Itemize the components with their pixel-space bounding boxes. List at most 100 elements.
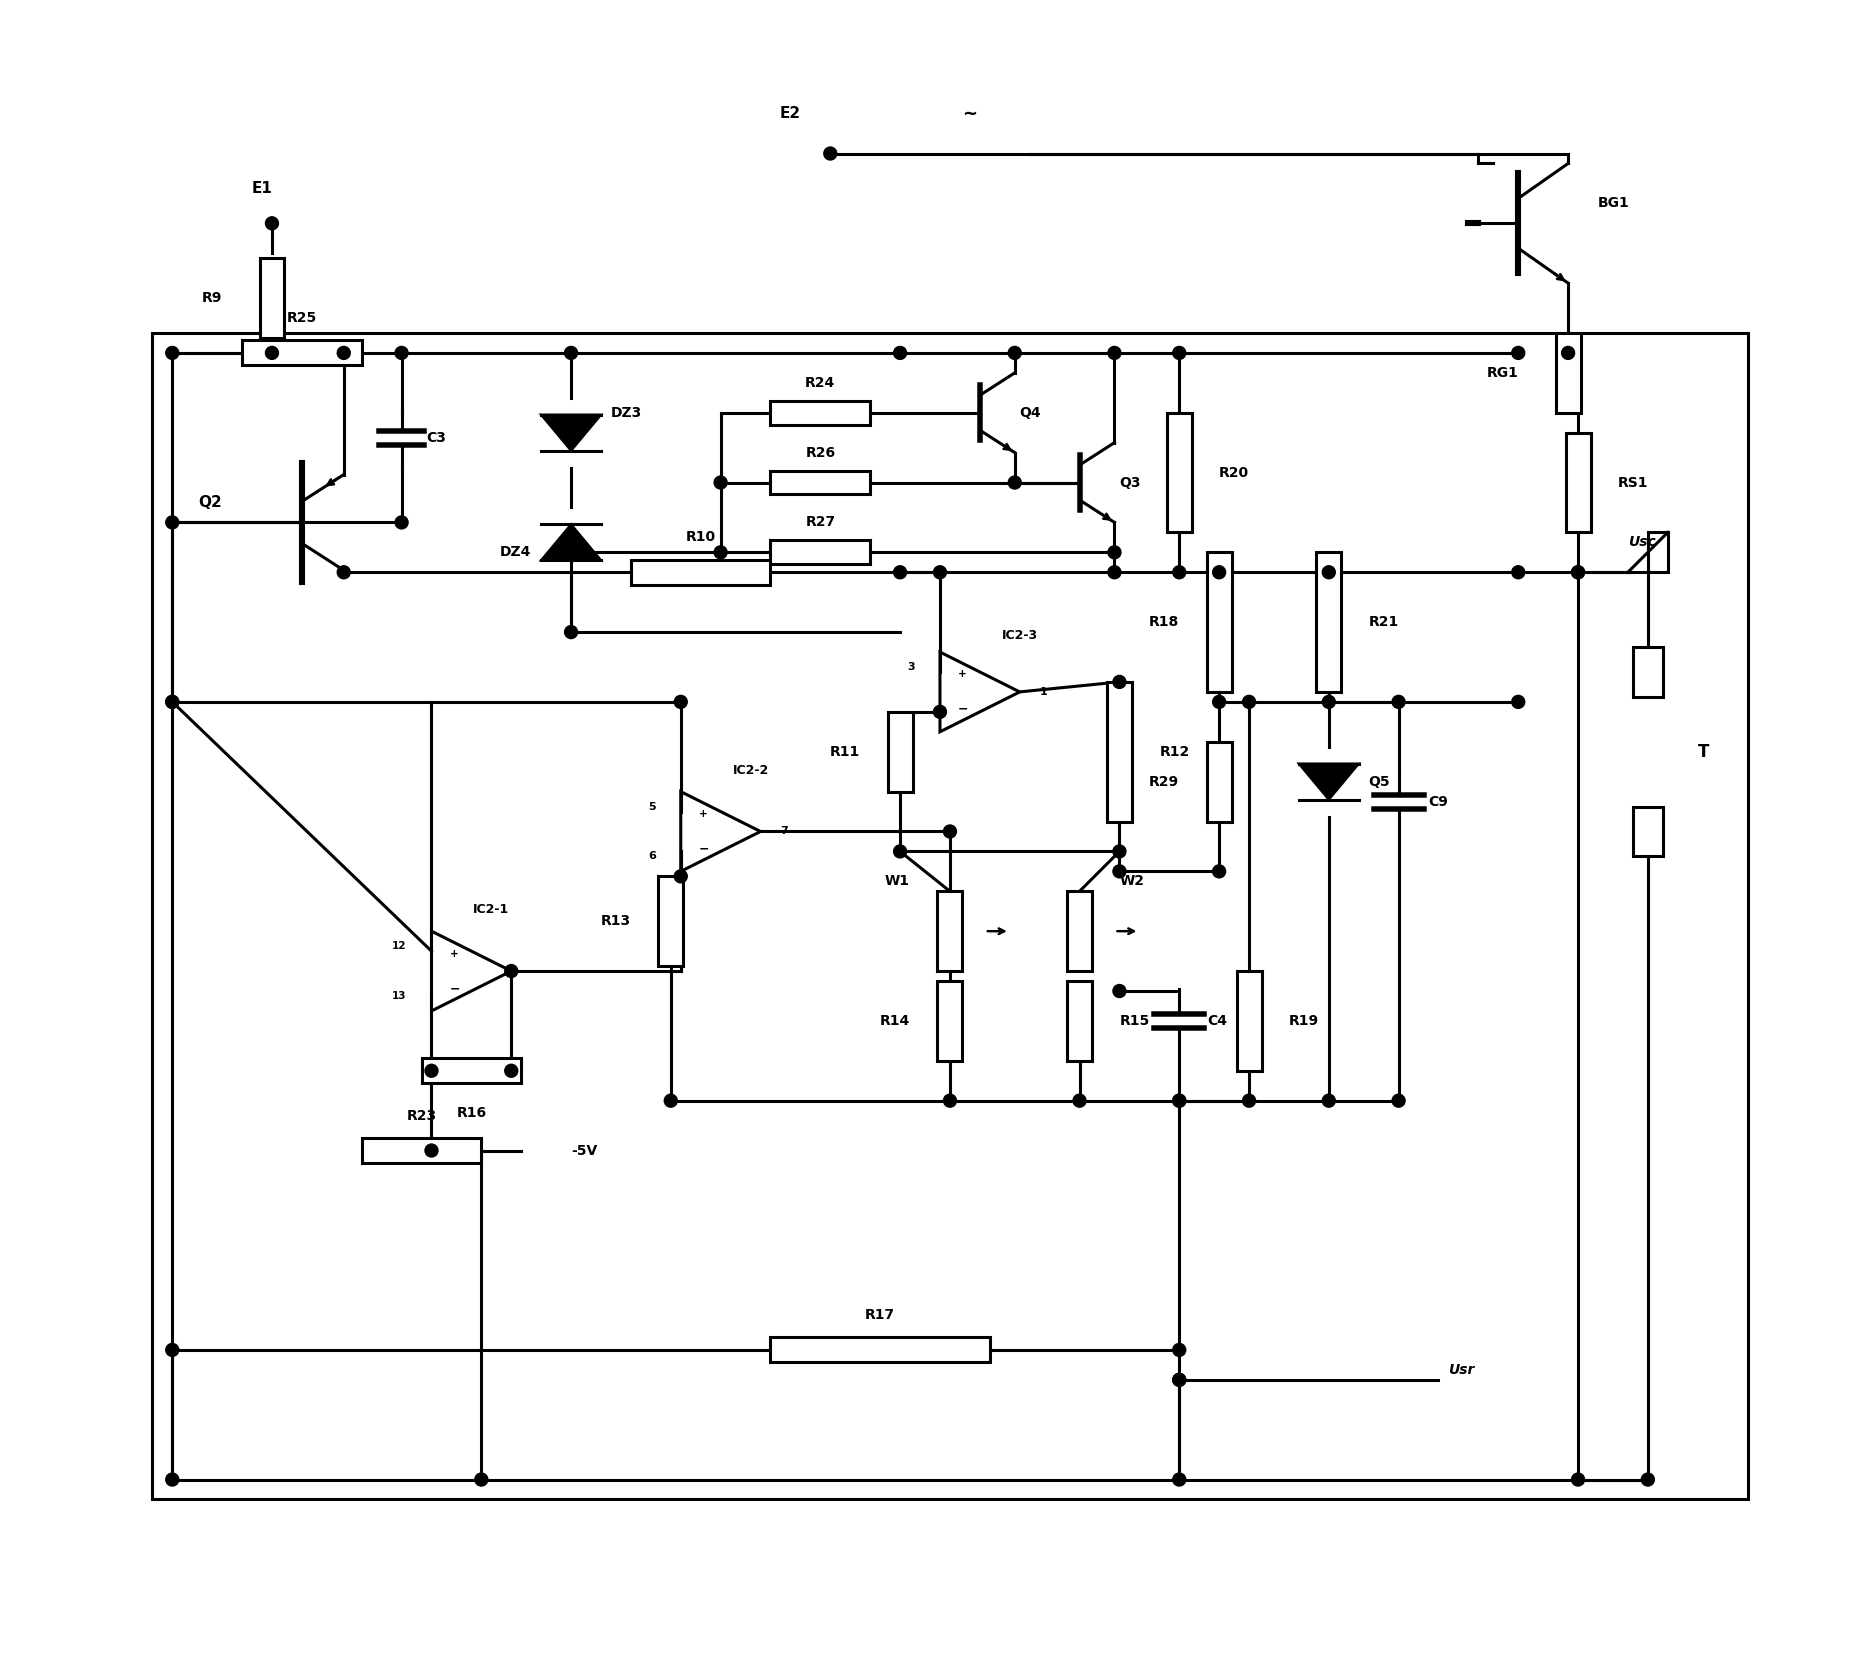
Bar	[770, 1337, 990, 1362]
Circle shape	[1112, 865, 1125, 878]
Circle shape	[166, 1344, 179, 1357]
Polygon shape	[1298, 764, 1358, 800]
Text: R15: R15	[1120, 1013, 1149, 1028]
Bar	[1237, 970, 1261, 1071]
Circle shape	[893, 845, 906, 858]
Bar	[1068, 891, 1092, 970]
Circle shape	[1572, 1473, 1585, 1486]
Text: Q2: Q2	[199, 494, 221, 511]
Circle shape	[714, 545, 727, 559]
Text: IC2-3: IC2-3	[1003, 630, 1038, 641]
Circle shape	[675, 869, 686, 883]
Text: R19: R19	[1289, 1013, 1319, 1028]
Text: E2: E2	[779, 106, 800, 121]
Text: W2: W2	[1120, 874, 1144, 888]
Circle shape	[714, 476, 727, 489]
Circle shape	[426, 1065, 437, 1078]
Text: R13: R13	[601, 914, 631, 929]
Text: BG1: BG1	[1598, 197, 1629, 210]
Circle shape	[943, 825, 956, 838]
Text: R27: R27	[805, 516, 835, 529]
Circle shape	[943, 1094, 956, 1108]
Circle shape	[1174, 1344, 1185, 1357]
Bar	[770, 471, 870, 494]
Text: R20: R20	[1218, 466, 1250, 479]
Circle shape	[504, 965, 517, 977]
Bar	[260, 258, 285, 337]
Circle shape	[1174, 565, 1185, 579]
Circle shape	[166, 1473, 179, 1486]
Circle shape	[1213, 565, 1226, 579]
Circle shape	[266, 217, 279, 230]
Text: R16: R16	[456, 1106, 487, 1119]
Bar	[770, 541, 870, 564]
Circle shape	[934, 706, 947, 719]
Text: -5V: -5V	[571, 1144, 597, 1157]
Bar	[422, 1058, 521, 1083]
Circle shape	[504, 1065, 517, 1078]
Bar	[1317, 552, 1341, 693]
Text: −: −	[699, 843, 709, 856]
Circle shape	[337, 347, 350, 359]
Bar	[770, 400, 870, 425]
Circle shape	[1512, 565, 1525, 579]
Text: ~: ~	[962, 104, 976, 122]
Polygon shape	[541, 415, 601, 451]
Circle shape	[565, 347, 578, 359]
Bar	[1566, 433, 1590, 532]
Circle shape	[1008, 476, 1021, 489]
Text: RS1: RS1	[1618, 476, 1648, 489]
Circle shape	[1322, 1094, 1335, 1108]
Bar	[658, 876, 683, 965]
Text: C4: C4	[1207, 1013, 1228, 1028]
Circle shape	[166, 696, 179, 709]
Circle shape	[1641, 1473, 1654, 1486]
Circle shape	[1109, 565, 1122, 579]
Bar	[887, 712, 913, 792]
Circle shape	[1322, 696, 1335, 709]
Bar	[1107, 683, 1133, 822]
Circle shape	[166, 516, 179, 529]
Text: 13: 13	[392, 992, 407, 1002]
Text: +: +	[699, 808, 707, 818]
Text: E1: E1	[251, 180, 272, 197]
Text: 3: 3	[908, 661, 915, 673]
Bar	[153, 332, 1748, 1499]
Text: R9: R9	[201, 291, 221, 306]
Bar	[1633, 807, 1663, 856]
Bar	[1207, 552, 1231, 693]
Text: IC2-1: IC2-1	[472, 903, 510, 916]
Circle shape	[1073, 1094, 1086, 1108]
Text: C3: C3	[426, 431, 446, 445]
Circle shape	[1242, 696, 1256, 709]
Circle shape	[1174, 1473, 1185, 1486]
Circle shape	[1213, 696, 1226, 709]
Circle shape	[893, 565, 906, 579]
Bar	[1207, 742, 1231, 822]
Text: R12: R12	[1159, 746, 1190, 759]
Bar	[1555, 332, 1581, 413]
Text: R24: R24	[805, 375, 835, 390]
Circle shape	[1572, 565, 1585, 579]
Text: DZ4: DZ4	[500, 545, 532, 559]
Text: R14: R14	[880, 1013, 910, 1028]
Text: Q4: Q4	[1019, 405, 1042, 420]
Text: R10: R10	[686, 531, 716, 544]
Text: Q3: Q3	[1120, 476, 1140, 489]
Circle shape	[1322, 565, 1335, 579]
Circle shape	[1562, 347, 1575, 359]
Circle shape	[1391, 1094, 1404, 1108]
Circle shape	[934, 565, 947, 579]
Text: 1: 1	[1040, 688, 1047, 698]
Circle shape	[394, 347, 407, 359]
Text: 5: 5	[647, 802, 657, 812]
Text: R17: R17	[865, 1308, 895, 1322]
Circle shape	[1112, 985, 1125, 997]
Text: Usc: Usc	[1628, 536, 1655, 549]
Text: R25: R25	[286, 311, 316, 326]
Text: C9: C9	[1428, 795, 1449, 808]
Circle shape	[1174, 1094, 1185, 1108]
Text: RG1: RG1	[1486, 365, 1518, 380]
Bar	[242, 341, 361, 365]
Circle shape	[1512, 347, 1525, 359]
